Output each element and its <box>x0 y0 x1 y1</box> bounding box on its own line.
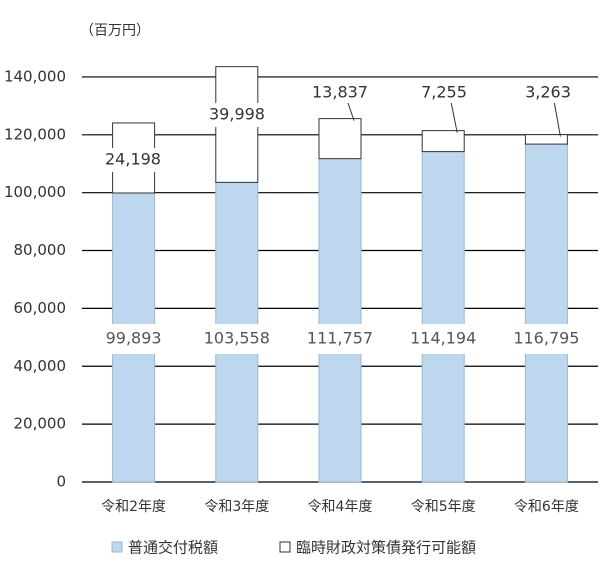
value-label: 13,837 <box>312 83 368 102</box>
bar-segment <box>421 130 465 153</box>
y-tick-label: 100,000 <box>4 183 66 201</box>
value-label: 7,255 <box>421 83 467 102</box>
x-tick-label: 令和6年度 <box>514 499 579 515</box>
value-label: 99,893 <box>106 329 162 348</box>
bar-segment <box>318 158 362 483</box>
label-bg <box>95 324 172 354</box>
value-label: 114,194 <box>410 329 476 348</box>
bar-segment <box>421 151 465 483</box>
y-tick-label: 60,000 <box>14 299 67 317</box>
value-label: 103,558 <box>204 329 270 348</box>
value-label: 3,263 <box>525 83 571 102</box>
y-tick-label: 40,000 <box>14 357 67 375</box>
value-label: 111,757 <box>307 329 373 348</box>
y-tick-label: 80,000 <box>14 241 67 259</box>
leader-line <box>553 102 561 137</box>
x-tick-label: 令和2年度 <box>101 499 166 515</box>
leader-line <box>347 102 355 121</box>
unit-label: （百万円） <box>80 23 150 39</box>
value-label: 116,795 <box>513 329 579 348</box>
legend-swatch <box>111 541 123 553</box>
label-bg <box>101 148 165 172</box>
x-tick-label: 令和5年度 <box>411 499 476 515</box>
label-bg <box>508 324 585 354</box>
label-bg <box>205 103 269 127</box>
y-tick-label: 120,000 <box>4 125 66 143</box>
leader-line <box>450 102 458 133</box>
y-tick-label: 20,000 <box>14 415 67 433</box>
bar-segment <box>524 134 568 145</box>
bar-segment <box>524 143 568 483</box>
legend-swatch <box>279 541 291 553</box>
x-tick-label: 令和4年度 <box>308 499 373 515</box>
y-tick-label: 0 <box>56 473 66 491</box>
value-label: 24,198 <box>105 150 161 169</box>
label-bg <box>302 324 378 354</box>
legend-label: 普通交付税額 <box>128 539 218 557</box>
label-bg <box>198 324 275 354</box>
legend-label: 臨時財政対策債発行可能額 <box>296 539 476 557</box>
label-bg <box>405 324 482 354</box>
value-label: 39,998 <box>209 105 265 124</box>
y-tick-label: 140,000 <box>4 67 66 85</box>
x-tick-label: 令和3年度 <box>204 499 269 515</box>
bar-segment <box>318 118 362 160</box>
